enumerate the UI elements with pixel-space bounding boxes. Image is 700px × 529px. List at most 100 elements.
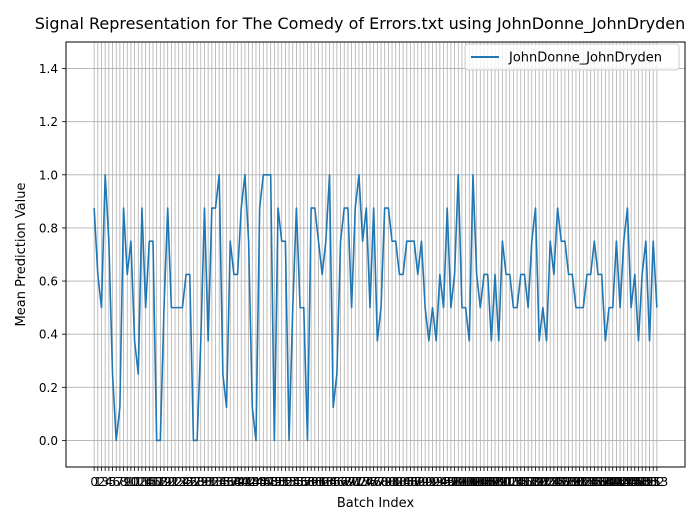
x-tick-label: 143 [609, 475, 632, 489]
x-tick-label: 127 [550, 475, 573, 489]
x-tick-label: 32 [204, 475, 219, 489]
series-layer [93, 174, 658, 442]
x-tick-label: 102 [458, 475, 481, 489]
y-tick-label: 0.8 [39, 221, 58, 235]
y-tick-label: 1.4 [39, 62, 58, 76]
x-tick-label: 61 [311, 475, 326, 489]
x-tick-label: 7 [116, 475, 124, 489]
y-axis-ticks: 0.0 0.2 0.4 0.6 0.8 1.0 1.2 1.4 [39, 62, 66, 448]
x-tick-label: 106 [473, 475, 496, 489]
x-tick-label: 59 [303, 475, 318, 489]
x-tick-label: 69 [340, 475, 355, 489]
x-tick-label: 29 [193, 475, 208, 489]
x-tick-label: 64 [322, 475, 337, 489]
x-tick-label: 13 [134, 475, 149, 489]
x-tick-label: 38 [226, 475, 241, 489]
x-tick-label: 17 [149, 475, 164, 489]
x-tick-label: 103 [462, 475, 485, 489]
x-tick-label: 6 [112, 475, 120, 489]
x-tick-label: 128 [553, 475, 576, 489]
x-tick-label: 147 [623, 475, 646, 489]
x-tick-label: 140 [598, 475, 621, 489]
x-tick-label: 93 [429, 475, 444, 489]
legend-box [464, 43, 680, 71]
x-tick-label: 95 [436, 475, 451, 489]
x-tick-label: 146 [620, 475, 643, 489]
x-tick-label: 81 [384, 475, 399, 489]
x-tick-label: 74 [359, 475, 374, 489]
x-tick-label: 66 [329, 475, 344, 489]
plot-frame [65, 41, 686, 468]
x-tick-label: 54 [285, 475, 300, 489]
x-tick-label: 46 [256, 475, 271, 489]
x-tick-label: 118 [517, 475, 540, 489]
x-tick-label: 86 [403, 475, 418, 489]
x-tick-label: 149 [631, 475, 654, 489]
x-tick-label: 144 [612, 475, 635, 489]
x-tick-label: 22 [167, 475, 182, 489]
x-tick-label: 108 [480, 475, 503, 489]
x-tick-label: 43 [245, 475, 260, 489]
y-tick-label: 1.0 [39, 168, 58, 182]
x-tick-label: 23 [171, 475, 186, 489]
chart-title: Signal Representation for The Comedy of … [35, 14, 686, 34]
x-tick-label: 78 [373, 475, 388, 489]
x-tick-label: 134 [576, 475, 599, 489]
x-tick-label: 31 [201, 475, 216, 489]
x-tick-label: 120 [524, 475, 547, 489]
x-tick-label: 53 [281, 475, 296, 489]
legend: JohnDonne_JohnDryden [464, 43, 680, 71]
x-tick-label: 133 [572, 475, 595, 489]
x-tick-label: 42 [241, 475, 256, 489]
x-tick-label: 88 [410, 475, 425, 489]
x-tick-label: 148 [627, 475, 650, 489]
x-tick-label: 73 [355, 475, 370, 489]
x-tick-label: 19 [156, 475, 171, 489]
x-tick-label: 37 [223, 475, 238, 489]
x-tick-label: 112 [495, 475, 518, 489]
x-tick-label: 132 [568, 475, 591, 489]
x-tick-label: 52 [278, 475, 293, 489]
x-tick-label: 39 [230, 475, 245, 489]
x-tick-label: 138 [590, 475, 613, 489]
x-tick-label: 51 [274, 475, 289, 489]
x-tick-label: 100 [450, 475, 473, 489]
x-tick-label: 76 [366, 475, 381, 489]
x-tick-label: 77 [370, 475, 385, 489]
x-tick-label: 68 [337, 475, 352, 489]
x-tick-label: 114 [502, 475, 525, 489]
x-tick-label: 97 [443, 475, 458, 489]
x-tick-label: 123 [535, 475, 558, 489]
x-tick-label: 9 [123, 475, 131, 489]
x-tick-label: 92 [425, 475, 440, 489]
x-tick-label: 15 [142, 475, 157, 489]
x-tick-label: 14 [138, 475, 153, 489]
x-tick-label: 101 [454, 475, 477, 489]
x-tick-label: 79 [377, 475, 392, 489]
x-tick-label: 60 [307, 475, 322, 489]
x-tick-label: 2 [98, 475, 106, 489]
x-tick-label: 55 [289, 475, 304, 489]
x-tick-label: 47 [259, 475, 274, 489]
y-tick-label: 0.4 [39, 328, 58, 342]
x-tick-label: 119 [520, 475, 543, 489]
x-tick-label: 104 [465, 475, 488, 489]
x-tick-label: 85 [399, 475, 414, 489]
x-tick-label: 24 [175, 475, 190, 489]
x-tick-label: 90 [418, 475, 433, 489]
x-tick-label: 109 [484, 475, 507, 489]
x-tick-label: 65 [326, 475, 341, 489]
x-tick-label: 16 [145, 475, 160, 489]
x-tick-label: 135 [579, 475, 602, 489]
y-axis-label: Mean Prediction Value [14, 183, 29, 327]
x-tick-label: 33 [208, 475, 223, 489]
x-tick-label: 4 [105, 475, 113, 489]
x-tick-label: 12 [131, 475, 146, 489]
x-tick-label: 131 [564, 475, 587, 489]
x-tick-label: 151 [638, 475, 661, 489]
x-tick-label: 67 [333, 475, 348, 489]
x-tick-label: 150 [634, 475, 657, 489]
x-tick-label: 56 [292, 475, 307, 489]
